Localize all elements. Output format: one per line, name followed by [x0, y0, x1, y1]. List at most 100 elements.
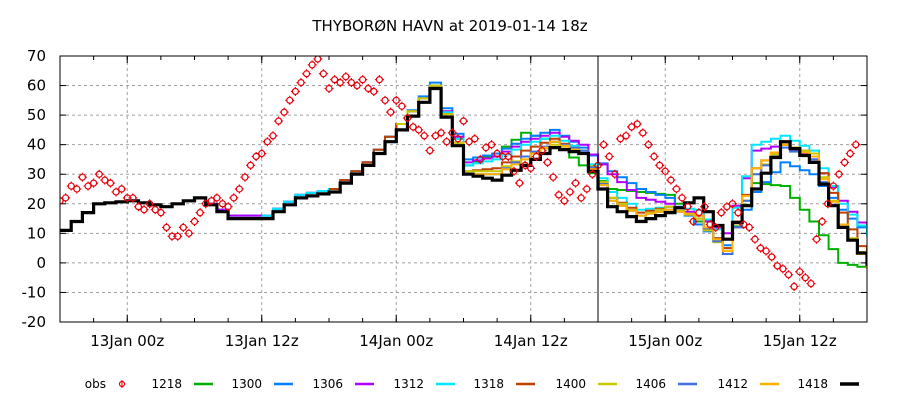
obs-point	[61, 193, 71, 203]
obs-point	[145, 199, 155, 209]
legend-label-1318: 1318	[473, 377, 504, 391]
obs-point	[537, 146, 547, 156]
x-tick-label: 13Jan 00z	[90, 332, 164, 350]
y-tick-label: 30	[27, 165, 46, 183]
obs-point	[789, 282, 799, 292]
obs-point	[397, 101, 407, 111]
obs-point	[442, 137, 452, 147]
obs-point	[565, 187, 575, 197]
obs-point	[128, 193, 138, 203]
obs-point	[621, 131, 631, 141]
obs-point	[184, 228, 194, 238]
obs-point	[173, 231, 183, 241]
obs-point	[251, 151, 261, 161]
obs-point	[234, 184, 244, 194]
obs-point	[414, 125, 424, 135]
obs-point	[800, 273, 810, 283]
obs-point	[229, 193, 239, 203]
obs-point	[190, 217, 199, 227]
obs-point	[750, 234, 760, 244]
obs-point	[459, 116, 468, 126]
forecast-series	[60, 81, 867, 269]
obs-point	[632, 119, 642, 129]
legend-label-1418: 1418	[797, 377, 828, 391]
obs-point	[655, 160, 665, 170]
obs-point	[358, 75, 368, 85]
obs-point	[694, 208, 704, 218]
obs-point	[767, 252, 777, 262]
x-tick-label: 14Jan 00z	[359, 332, 433, 350]
obs-point	[649, 151, 659, 161]
obs-point	[470, 134, 480, 144]
obs-point	[677, 193, 687, 203]
obs-point	[89, 178, 99, 188]
legend: obs 1218 1300 1306 1312 1318 1400 1406 1412 1418	[85, 377, 859, 391]
obs-point	[285, 95, 295, 105]
obs-point	[453, 134, 463, 144]
obs-point	[475, 154, 485, 164]
legend-label-1406: 1406	[635, 377, 666, 391]
obs-point	[784, 270, 794, 280]
obs-point	[683, 202, 693, 212]
legend-label-1400: 1400	[555, 377, 586, 391]
x-axis: 13Jan 00z 13Jan 12z 14Jan 00z 14Jan 12z 15Ja…	[59, 56, 868, 350]
obs-point	[733, 208, 743, 218]
obs-point	[487, 140, 497, 150]
obs-point	[117, 184, 127, 194]
obs-point	[509, 166, 519, 176]
obs-point	[543, 157, 553, 167]
obs-point	[604, 151, 614, 161]
obs-point	[515, 178, 525, 188]
x-tick-label: 15Jan 12z	[763, 332, 837, 350]
obs-point	[324, 84, 334, 94]
x-tick-label: 13Jan 12z	[225, 332, 299, 350]
obs-point	[430, 131, 440, 141]
obs-point	[374, 75, 384, 85]
obs-point	[817, 217, 827, 227]
series-line-1300	[127, 81, 867, 247]
y-tick-label: -10	[22, 283, 47, 301]
obs-point	[795, 267, 805, 277]
obs-point	[201, 199, 211, 209]
obs-point	[728, 199, 737, 209]
obs-point	[122, 193, 132, 203]
obs-point	[436, 128, 446, 138]
obs-point	[778, 264, 788, 274]
obs-point	[559, 196, 569, 206]
legend-label-obs: obs	[85, 377, 106, 391]
y-axis: 70 60 50 40 30 20 10 0 -10 -20	[22, 47, 867, 331]
obs-point	[262, 137, 272, 147]
x-tick-label: 15Jan 00z	[628, 332, 702, 350]
obs-point	[178, 222, 188, 232]
obs-point	[212, 193, 222, 203]
obs-point	[554, 190, 564, 200]
obs-point	[240, 172, 250, 182]
y-tick-label: 50	[27, 106, 46, 124]
legend-label-1312: 1312	[393, 377, 424, 391]
obs-point	[571, 178, 581, 188]
obs-point	[105, 178, 115, 188]
obs-point	[274, 116, 284, 126]
legend-label-1306: 1306	[312, 377, 343, 391]
obs-point	[812, 234, 822, 244]
obs-point	[352, 81, 362, 91]
legend-marker-obs	[118, 380, 126, 388]
y-tick-label: 40	[27, 136, 46, 154]
obs-point	[313, 56, 323, 64]
obs-point	[363, 84, 373, 94]
obs-point	[845, 149, 855, 159]
y-tick-label: 10	[27, 224, 46, 242]
obs-point	[307, 60, 317, 70]
obs-point	[666, 175, 676, 185]
obs-point	[531, 151, 541, 161]
obs-point	[671, 184, 681, 194]
obs-point	[290, 86, 300, 96]
obs-point	[851, 140, 861, 150]
obs-point	[257, 149, 267, 159]
series-line-1312	[261, 84, 867, 241]
obs-point	[638, 128, 648, 138]
obs-point	[610, 169, 620, 179]
obs-point	[526, 163, 536, 173]
obs-point	[643, 140, 653, 150]
obs-point	[599, 140, 609, 150]
